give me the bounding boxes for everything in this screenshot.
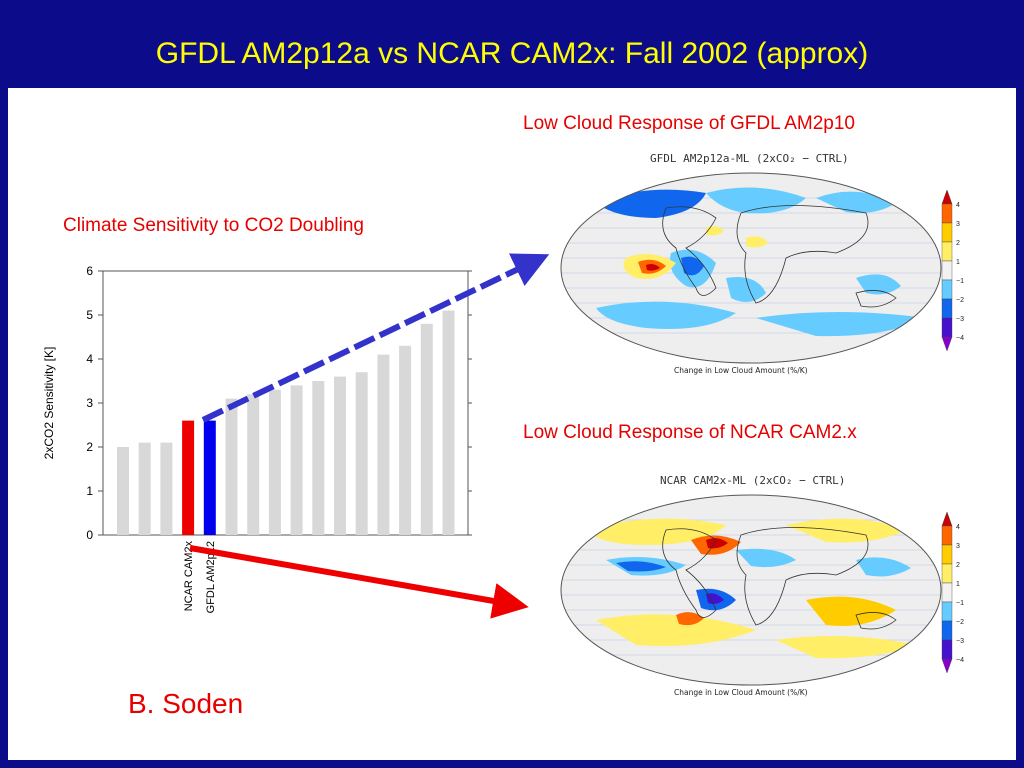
colorbar-segment (941, 279, 953, 300)
colorbar-label: −4 (956, 657, 964, 664)
colorbar-segment (941, 525, 953, 546)
colorbar-segment (941, 601, 953, 622)
sensitivity-bar-chart: 0 1 2 3 4 5 6 NCAR CAM2x GFDL AM2p12 2xCO2 Sens… (42, 264, 472, 613)
colorbar-segment (941, 203, 953, 224)
colorbar-label: 1 (956, 581, 960, 588)
colorbar-label: 3 (956, 221, 960, 228)
bar (203, 420, 216, 535)
colorbar-label: −2 (956, 297, 964, 304)
gfdl-colorbar: 4 3 2 1 −1 −2 −3 −4 (941, 189, 964, 352)
gfdl-map-heading: Low Cloud Response of GFDL AM2p10 (523, 113, 855, 134)
ncar-mollweide-map (560, 494, 942, 686)
ncar-map-heading: Low Cloud Response of NCAR CAM2.x (523, 422, 857, 443)
colorbar-label: 2 (956, 562, 960, 569)
bar (312, 381, 325, 535)
bar (160, 442, 173, 535)
chart-heading: Climate Sensitivity to CO2 Doubling (63, 215, 364, 236)
colorbar-label: −3 (956, 638, 964, 645)
colorbar-top-arrow (941, 511, 953, 527)
bar (290, 385, 303, 535)
colorbar-segment (941, 620, 953, 641)
bar (247, 394, 260, 535)
colorbar-label: −1 (956, 278, 964, 285)
colorbar-label: −3 (956, 316, 964, 323)
gfdl-map-caption: Change in Low Cloud Amount (%/K) (674, 366, 808, 375)
bar (225, 398, 238, 535)
colorbar-segment (941, 260, 953, 281)
bar (399, 345, 412, 535)
bar (268, 389, 281, 535)
chart-frame (102, 270, 469, 536)
gfdl-map-panel: GFDL AM2p12a-ML (2xCO₂ − CTRL) (556, 148, 976, 388)
ncar-map-panel: NCAR CAM2x-ML (2xCO₂ − CTRL) (556, 470, 976, 710)
y-tick-label: 6 (86, 264, 93, 278)
colorbar-label: −1 (956, 600, 964, 607)
colorbar-label: 4 (956, 524, 960, 531)
slide-content: Climate Sensitivity to CO2 Doubling 0 1 2 3… (8, 88, 1016, 760)
colorbar-label: 4 (956, 202, 960, 209)
colorbar-label: −4 (956, 335, 964, 342)
bar (420, 323, 433, 535)
y-tick-label: 1 (86, 484, 93, 498)
bar (442, 310, 455, 535)
y-tick-label: 2 (86, 440, 93, 454)
gfdl-map-title: GFDL AM2p12a-ML (2xCO₂ − CTRL) (650, 152, 849, 165)
colorbar-bottom-arrow (941, 658, 953, 674)
bar (377, 354, 390, 535)
gfdl-mollweide-map (560, 172, 942, 364)
bar (182, 420, 195, 535)
colorbar-segment (941, 639, 953, 660)
colorbar-segment (941, 298, 953, 319)
bar-label: GFDL AM2p12 (205, 541, 217, 613)
ncar-map-caption: Change in Low Cloud Amount (%/K) (674, 688, 808, 697)
slide-title: GFDL AM2p12a vs NCAR CAM2x: Fall 2002 (a… (155, 37, 869, 70)
ncar-map-title: NCAR CAM2x-ML (2xCO₂ − CTRL) (660, 474, 846, 487)
bar-label: NCAR CAM2x (183, 541, 195, 612)
colorbar-top-arrow (941, 189, 953, 205)
colorbar-label: −2 (956, 619, 964, 626)
y-tick-label: 5 (86, 308, 93, 322)
bar (334, 376, 346, 535)
bar (117, 447, 129, 535)
bar (355, 372, 368, 535)
ncar-colorbar: 4 3 2 1 −1 −2 −3 −4 (941, 511, 964, 674)
colorbar-label: 1 (956, 259, 960, 266)
colorbar-segment (941, 544, 953, 565)
author-credit: B. Soden (128, 688, 244, 719)
colorbar-label: 3 (956, 543, 960, 550)
colorbar-bottom-arrow (941, 336, 953, 352)
colorbar-segment (941, 317, 953, 338)
bar (138, 442, 151, 535)
colorbar-segment (941, 241, 953, 262)
y-tick-label: 4 (86, 352, 93, 366)
colorbar-segment (941, 563, 953, 584)
colorbar-segment (941, 582, 953, 603)
y-axis-label: 2xCO2 Sensitivity [K] (42, 347, 56, 460)
colorbar-label: 2 (956, 240, 960, 247)
y-tick-label: 0 (86, 528, 93, 542)
y-tick-label: 3 (86, 396, 93, 410)
colorbar-segment (941, 222, 953, 243)
